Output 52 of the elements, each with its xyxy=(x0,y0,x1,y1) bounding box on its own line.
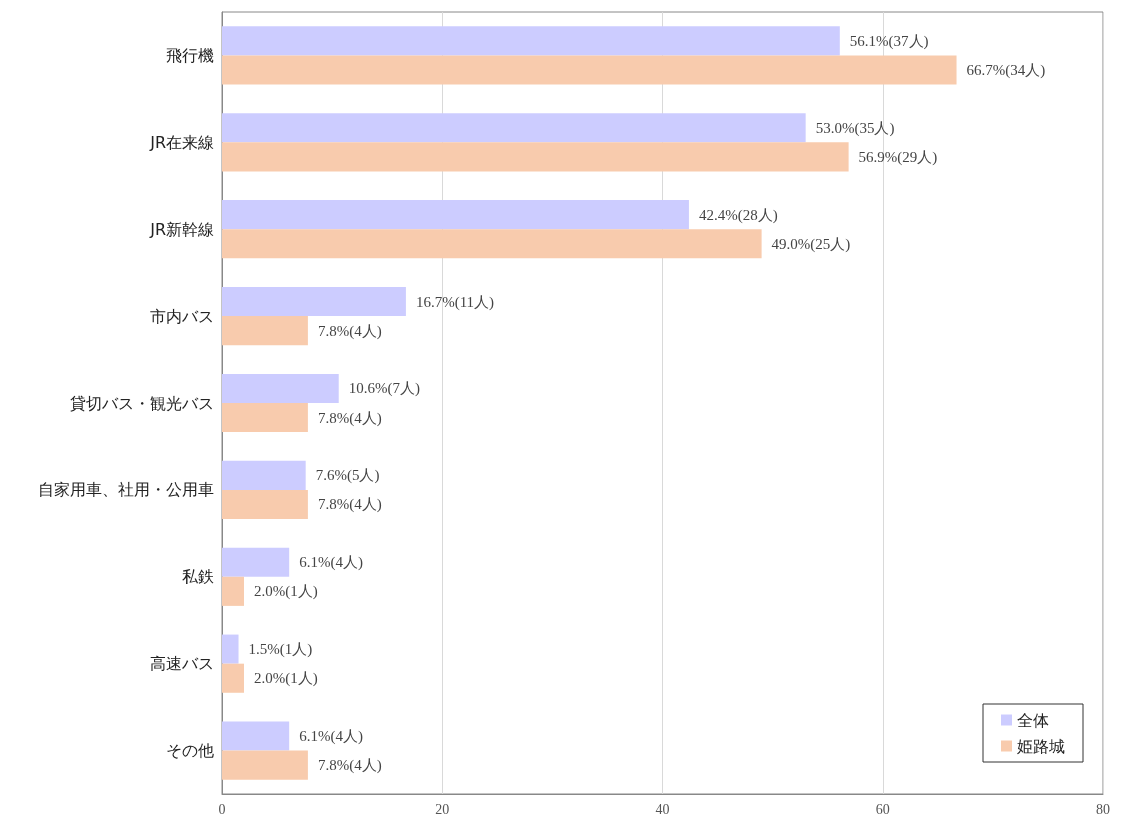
y-tick-label: その他 xyxy=(166,741,214,761)
data-label: 16.7%(11人) xyxy=(415,293,495,311)
data-label: 7.8%(4人) xyxy=(317,757,382,775)
x-tick-label: 60 xyxy=(875,801,890,817)
bar xyxy=(222,403,308,433)
data-label: 49.0%(25人) xyxy=(771,235,851,253)
y-tick-label: JR在来線 xyxy=(149,132,214,152)
bar xyxy=(222,373,339,403)
bar xyxy=(222,634,239,664)
bar xyxy=(222,576,245,606)
data-label: 6.1%(4人) xyxy=(299,728,363,745)
legend-label: 全体 xyxy=(1017,710,1049,730)
legend-label: 姫路城 xyxy=(1017,736,1065,756)
data-label: 7.8%(4人) xyxy=(317,409,382,427)
data-label: 10.6%(7人) xyxy=(348,380,420,398)
data-label: 53.0%(35人) xyxy=(815,119,895,137)
x-tick-label: 80 xyxy=(1096,801,1110,817)
y-tick-label: 貸切バス・観光バス xyxy=(70,393,214,413)
data-label: 2.0%(1人) xyxy=(254,670,318,688)
bar xyxy=(222,113,806,143)
y-tick-label: 飛行機 xyxy=(166,45,214,65)
bar xyxy=(222,200,689,230)
bar xyxy=(222,55,957,85)
data-label: 2.0%(1人) xyxy=(254,583,318,601)
bar xyxy=(222,26,840,56)
data-label: 7.8%(4人) xyxy=(317,496,382,514)
bar xyxy=(222,547,290,577)
x-tick-label: 40 xyxy=(655,801,670,817)
bar xyxy=(222,229,762,259)
data-label: 7.8%(4人) xyxy=(317,322,382,340)
y-tick-label: 高速バス xyxy=(150,654,214,674)
y-tick-label: 私鉄 xyxy=(182,567,214,587)
data-label: 7.6%(5人) xyxy=(315,467,380,485)
data-label: 6.1%(4人) xyxy=(299,554,363,572)
bar xyxy=(222,316,308,346)
data-label: 56.9%(29人) xyxy=(858,148,938,166)
bar xyxy=(222,750,308,780)
data-label: 56.1%(37人) xyxy=(849,32,929,50)
y-tick-label: JR新幹線 xyxy=(149,219,214,239)
bar xyxy=(222,489,308,519)
data-label: 42.4%(28人) xyxy=(698,206,778,224)
bar xyxy=(222,287,406,317)
bar xyxy=(222,721,290,751)
data-label: 66.7%(34人) xyxy=(966,62,1046,79)
bar xyxy=(222,142,849,172)
data-label: 1.5%(1人) xyxy=(248,641,313,659)
y-tick-label: 自家用車、社用・公用車 xyxy=(38,480,214,500)
x-tick-label: 0 xyxy=(218,801,226,817)
bar xyxy=(222,663,245,693)
x-tick-label: 20 xyxy=(435,801,450,817)
y-tick-label: 市内バス xyxy=(150,306,214,326)
bar xyxy=(222,460,306,490)
